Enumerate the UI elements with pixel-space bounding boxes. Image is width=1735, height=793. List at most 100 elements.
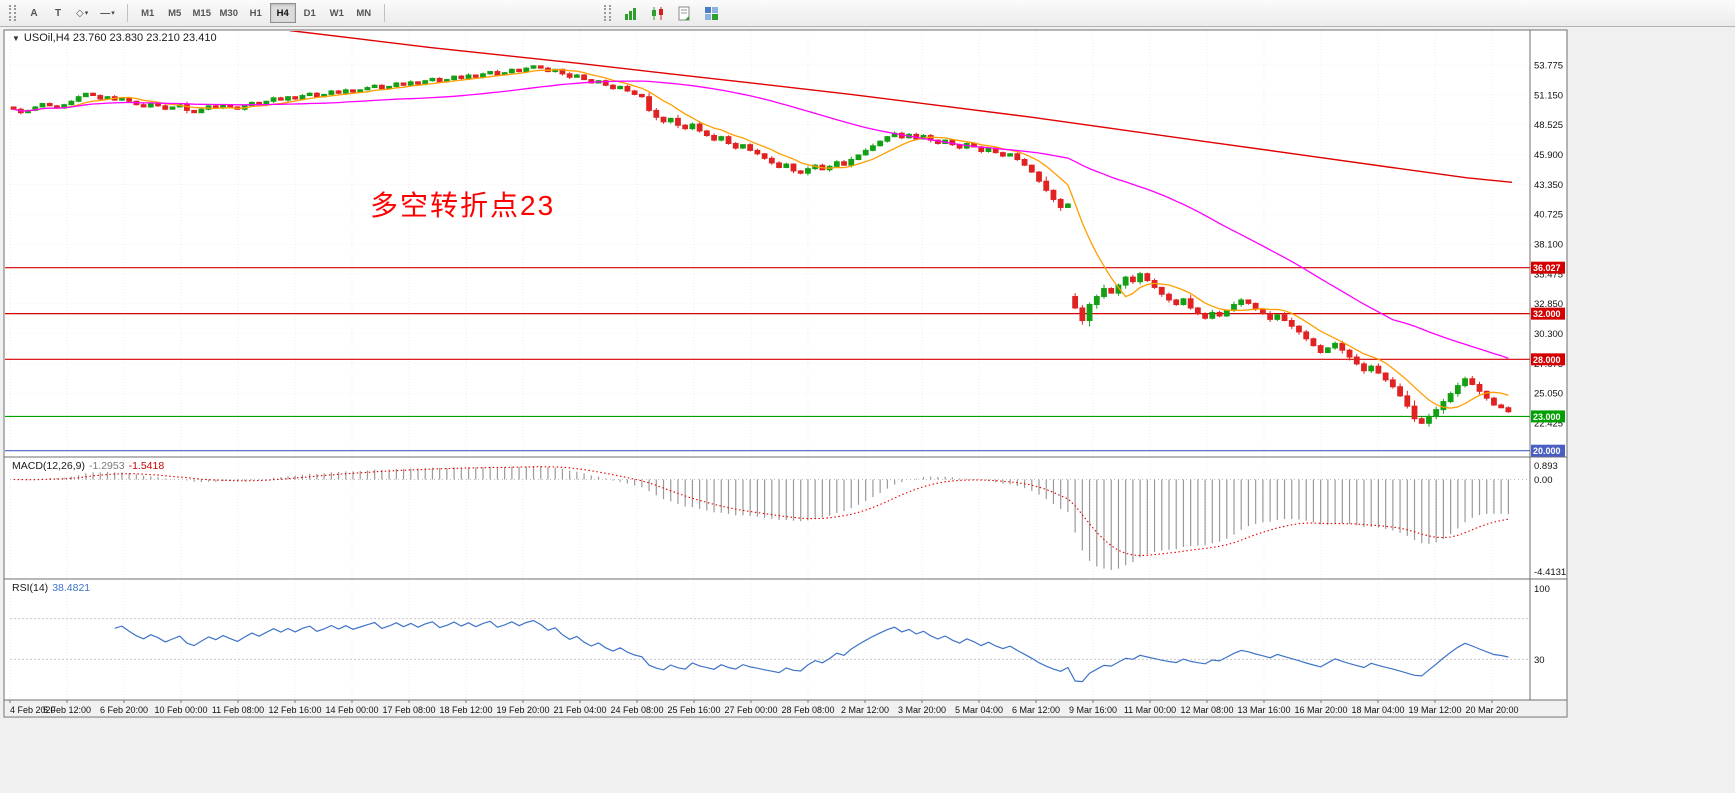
- candle-body: [530, 65, 537, 69]
- timeframe-button-m30[interactable]: M30: [216, 3, 242, 23]
- candle-body: [407, 81, 414, 86]
- chart-canvas[interactable]: 53.775 51.150 48.525 45.900 43.350 40.725 38.1…: [0, 27, 1735, 793]
- candle-body: [10, 106, 17, 110]
- candle-body: [689, 123, 696, 130]
- candle-body: [790, 163, 797, 172]
- price-tick-label: 51.150: [1534, 90, 1563, 101]
- template-button[interactable]: [672, 3, 697, 23]
- symbol-dropdown-icon[interactable]: ▼: [12, 34, 20, 43]
- timeframe-button-m5[interactable]: M5: [162, 3, 188, 23]
- text-annotation-tool-button[interactable]: A: [23, 3, 45, 23]
- timeframe-button-mn[interactable]: MN: [351, 3, 377, 23]
- timeframe-button-w1[interactable]: W1: [324, 3, 350, 23]
- indicators-button[interactable]: [699, 3, 724, 23]
- candle-body: [378, 84, 385, 90]
- candlestick-chart-button[interactable]: [645, 3, 670, 23]
- candle-body: [508, 68, 515, 74]
- timeframe-button-h1[interactable]: H1: [243, 3, 269, 23]
- macd-scale-zero-label: 0.00: [1534, 475, 1553, 486]
- candle-body: [797, 170, 804, 174]
- candle-body: [740, 144, 746, 149]
- price-scale-area[interactable]: [1531, 30, 1567, 700]
- lines-dropdown-button[interactable]: — ▾: [95, 3, 120, 23]
- candle-body: [754, 149, 761, 155]
- shapes-dropdown-button[interactable]: ◇ ▾: [71, 3, 93, 23]
- rsi-indicator-label: RSI(14) 38.4821: [12, 582, 94, 594]
- macd-plot-area[interactable]: [5, 459, 1529, 578]
- rsi-plot-area[interactable]: [5, 581, 1529, 700]
- candle-body: [1389, 379, 1396, 388]
- time-axis-label: 16 Mar 20:00: [1294, 705, 1347, 715]
- price-tick-label: 32.850: [1534, 299, 1563, 310]
- candle-body: [1274, 314, 1281, 320]
- candle-body: [1469, 378, 1476, 385]
- chart-plot-area[interactable]: [5, 31, 1529, 456]
- candle-body: [299, 95, 306, 100]
- candle-body: [436, 77, 443, 83]
- candle-body: [1007, 153, 1014, 157]
- candle-body: [703, 130, 710, 137]
- candle-body: [1050, 189, 1057, 200]
- candle-body: [458, 75, 465, 79]
- candle-body: [1158, 286, 1165, 295]
- time-axis-label: 4 Feb 2020: [10, 705, 56, 715]
- bar-chart-button[interactable]: [618, 3, 643, 23]
- candle-body: [1483, 390, 1490, 399]
- candle-body: [1187, 298, 1194, 309]
- candle-body: [1296, 325, 1302, 333]
- time-axis-label: 19 Mar 12:00: [1408, 705, 1461, 715]
- toolbar-grip[interactable]: [9, 5, 16, 21]
- rsi-plot-layer: [114, 619, 1509, 683]
- candle-body: [732, 143, 739, 149]
- candle-body: [169, 106, 176, 110]
- macd-indicator-label: MACD(12,26,9) -1.2953 -1.5418: [12, 460, 168, 472]
- time-axis-label: 28 Feb 08:00: [781, 705, 834, 715]
- candle-body: [1014, 153, 1021, 160]
- timeframe-button-m15[interactable]: M15: [189, 3, 215, 23]
- time-axis-label: 18 Mar 04:00: [1351, 705, 1404, 715]
- candle-body: [1447, 393, 1454, 403]
- price-tick-label: 35.475: [1534, 269, 1563, 280]
- time-axis-label: 19 Feb 20:00: [496, 705, 549, 715]
- candle-body: [833, 161, 840, 167]
- price-tag-label: 32.000: [1533, 309, 1561, 319]
- text-tool-button[interactable]: T: [47, 3, 69, 23]
- candle-body: [768, 157, 775, 164]
- candle-body: [97, 95, 104, 100]
- timeframe-button-h4[interactable]: H4: [269, 3, 296, 23]
- candle-body: [1000, 152, 1006, 157]
- chevron-down-icon: ▾: [84, 10, 89, 17]
- rsi-scale-100-label: 100: [1534, 584, 1550, 595]
- candle-body: [1043, 180, 1050, 191]
- candle-body: [1137, 273, 1144, 283]
- chart-text-annotation[interactable]: 多空转折点23: [370, 190, 556, 221]
- candle-body: [537, 65, 544, 69]
- price-tag-label: 36.027: [1533, 263, 1561, 273]
- candle-body: [46, 103, 53, 107]
- rsi-scale-30-label: 30: [1534, 655, 1545, 666]
- toolbar-grip[interactable]: [603, 5, 611, 21]
- candle-body: [1433, 409, 1440, 417]
- toolbar-separator: [126, 4, 128, 22]
- time-axis-label: 5 Feb 12:00: [43, 705, 91, 715]
- macd-scale-max-label: 0.893: [1534, 461, 1558, 472]
- candle-body: [1426, 415, 1432, 424]
- candle-body: [1404, 395, 1411, 407]
- rsi-name: RSI(14): [12, 582, 49, 594]
- price-tag-label: 23.000: [1533, 412, 1561, 422]
- candle-body: [1093, 296, 1100, 306]
- candle-body: [191, 109, 198, 114]
- candle-body: [696, 123, 703, 132]
- candle-body: [1332, 342, 1338, 349]
- time-axis-strip[interactable]: [5, 700, 1566, 716]
- timeframe-button-m1[interactable]: M1: [135, 3, 161, 23]
- candle-body: [718, 136, 725, 141]
- candle-body: [610, 84, 616, 90]
- time-axis-label: 6 Feb 20:00: [100, 705, 148, 715]
- price-tag-28.000: [1531, 353, 1565, 366]
- time-axis-label: 14 Feb 00:00: [325, 705, 378, 715]
- timeframe-button-d1[interactable]: D1: [297, 3, 323, 23]
- candle-body: [292, 96, 299, 100]
- macd-scale-min-label: -4.4131: [1534, 567, 1566, 578]
